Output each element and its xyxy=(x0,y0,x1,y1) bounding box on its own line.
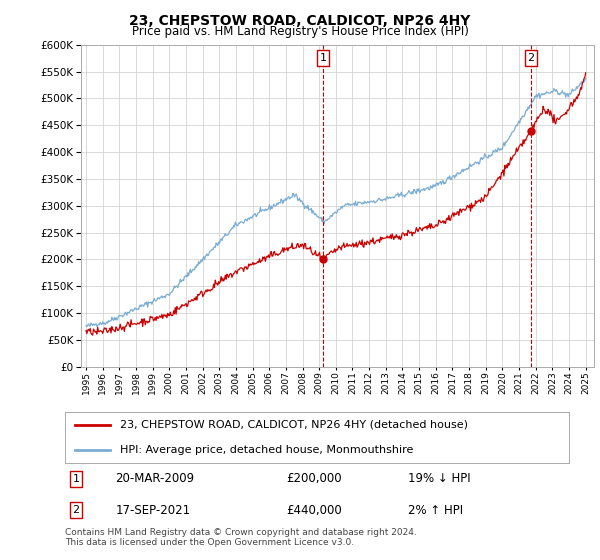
Text: HPI: Average price, detached house, Monmouthshire: HPI: Average price, detached house, Monm… xyxy=(120,445,413,455)
Text: 2: 2 xyxy=(73,505,79,515)
Text: 2: 2 xyxy=(527,53,535,63)
Text: £200,000: £200,000 xyxy=(287,472,342,486)
Text: 20-MAR-2009: 20-MAR-2009 xyxy=(115,472,194,486)
Text: Price paid vs. HM Land Registry's House Price Index (HPI): Price paid vs. HM Land Registry's House … xyxy=(131,25,469,38)
Text: 19% ↓ HPI: 19% ↓ HPI xyxy=(407,472,470,486)
Text: 23, CHEPSTOW ROAD, CALDICOT, NP26 4HY: 23, CHEPSTOW ROAD, CALDICOT, NP26 4HY xyxy=(130,14,470,28)
Text: 23, CHEPSTOW ROAD, CALDICOT, NP26 4HY (detached house): 23, CHEPSTOW ROAD, CALDICOT, NP26 4HY (d… xyxy=(120,420,468,430)
Text: 2% ↑ HPI: 2% ↑ HPI xyxy=(407,503,463,516)
Text: 1: 1 xyxy=(319,53,326,63)
Text: 17-SEP-2021: 17-SEP-2021 xyxy=(115,503,190,516)
Text: 1: 1 xyxy=(73,474,79,484)
Text: £440,000: £440,000 xyxy=(287,503,343,516)
Text: Contains HM Land Registry data © Crown copyright and database right 2024.
This d: Contains HM Land Registry data © Crown c… xyxy=(65,528,416,547)
